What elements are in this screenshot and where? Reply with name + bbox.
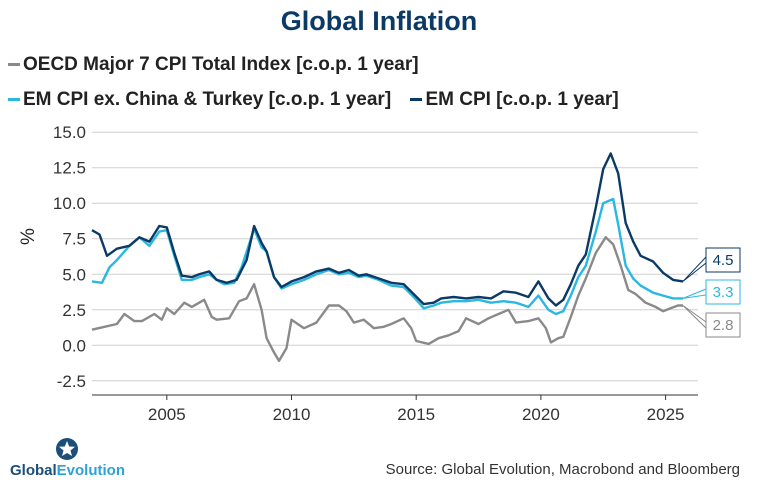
legend-label-em: EM CPI [c.o.p. 1 year] [425,88,619,110]
legend-label-oecd: OECD Major 7 CPI Total Index [c.o.p. 1 y… [23,53,419,75]
legend-row-1: OECD Major 7 CPI Total Index [c.o.p. 1 y… [8,50,433,76]
legend-swatch-oecd [8,63,20,66]
x-tick-label: 2020 [522,405,560,424]
end-label-pointer [682,255,707,282]
logo-text-evolution: Evolution [56,462,125,479]
end-label-em: 4.5 [713,252,734,269]
y-tick-label: -2.5 [57,372,86,391]
end-label-pointer [682,288,707,299]
end-label-box [705,247,741,273]
end-label-oecd: 2.8 [713,317,734,334]
y-tick-label: 7.5 [62,230,86,249]
logo-text: GlobalEvolution [10,462,125,479]
end-label-em-ex: 3.3 [713,284,734,301]
legend-item-em: EM CPI [c.o.p. 1 year] [410,88,619,111]
star-globe-icon [56,438,78,460]
series-line-oecd [91,236,683,363]
y-tick-label: 5.0 [62,265,86,284]
series-line-em-ex [91,197,683,316]
end-label-box [705,279,741,305]
y-tick-label: 15.0 [53,123,86,142]
legend-item-em-ex: EM CPI ex. China & Turkey [c.o.p. 1 year… [8,89,391,111]
source-note: Source: Global Evolution, Macrobond and … [385,461,740,478]
legend-label-em-ex: EM CPI ex. China & Turkey [c.o.p. 1 year… [23,88,392,110]
y-axis-label: % [18,228,39,245]
logo: GlobalEvolution [10,438,130,484]
x-tick-label: 2025 [647,405,685,424]
x-tick-label: 2010 [273,405,311,424]
legend-row-2: EM CPI ex. China & Turkey [c.o.p. 1 year… [8,85,633,111]
legend-swatch-em-ex [8,98,20,101]
y-tick-label: 12.5 [53,159,86,178]
end-label-box [705,312,741,338]
x-tick-label: 2005 [148,405,186,424]
y-tick-label: 10.0 [53,194,86,213]
chart-title: Global Inflation [280,6,478,36]
y-tick-label: 2.5 [62,301,86,320]
legend-swatch-em [410,98,423,101]
legend-item-oecd: OECD Major 7 CPI Total Index [c.o.p. 1 y… [8,54,419,76]
end-label-pointer [682,305,707,330]
series-line-em [91,152,684,307]
x-tick-label: 2015 [397,405,435,424]
logo-text-global: Global [10,462,57,479]
y-tick-label: 0.0 [62,336,86,355]
